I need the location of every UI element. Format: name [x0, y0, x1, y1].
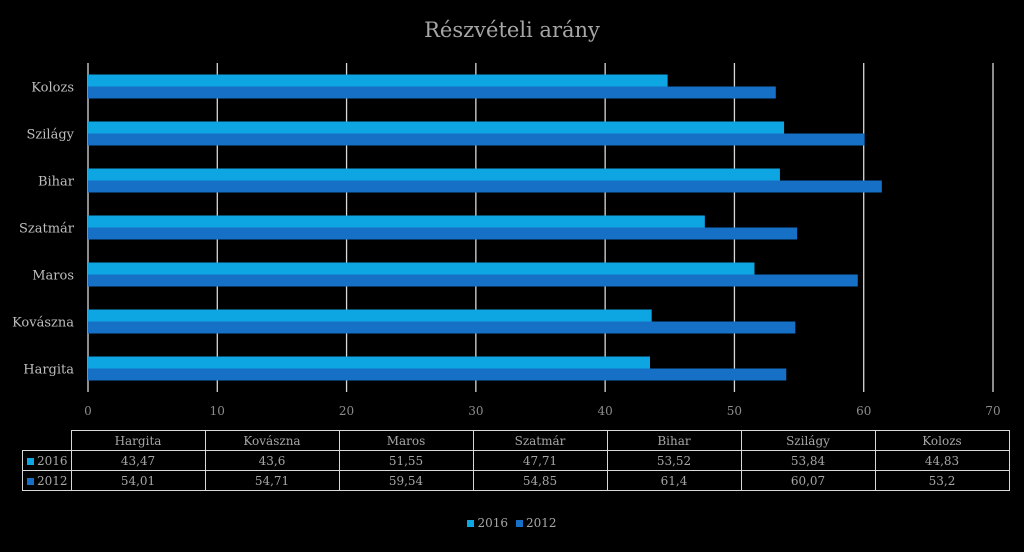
legend-swatch [467, 520, 475, 527]
table-cell: 54,71 [204, 470, 340, 491]
table-cell: 43,47 [70, 450, 206, 471]
table-series-key: 2016 [22, 450, 72, 471]
bar-2016-Maros [88, 262, 755, 275]
x-tick-label: 60 [856, 404, 871, 418]
bar-2012-Szilágy [88, 133, 865, 146]
bar-2016-Szilágy [88, 121, 785, 134]
bar-2016-Szatmár [88, 215, 705, 228]
table-row: 2016 43,47 43,6 51,55 47,71 53,52 53,84 44,83 [22, 450, 1010, 471]
table-cell: 43,6 [204, 450, 340, 471]
bar-2012-Kovászna [88, 321, 796, 334]
legend-swatch [516, 520, 523, 527]
bar-2016-Hargita [88, 356, 651, 369]
bar-chart: 0 10 20 30 40 50 60 70 Hargita Kovászna Maros Szatm… [12, 63, 1001, 419]
table-cell: 59,54 [338, 470, 474, 491]
table-header-cell: Maros [338, 430, 474, 451]
bar-2016-Kolozs [88, 74, 668, 87]
legend-item: 2012 [516, 516, 557, 530]
table-cell: 54,85 [472, 470, 608, 491]
bars [88, 74, 882, 381]
table-cell: 51,55 [338, 450, 474, 471]
table-series-key: 2012 [22, 470, 72, 491]
table-cell: 61,4 [606, 470, 742, 491]
axis-labels: 0 10 20 30 40 50 60 70 Hargita Kovászna Maros Szatm… [12, 81, 1001, 419]
y-category-label: Szatmár [19, 222, 75, 237]
bar-2012-Bihar [88, 180, 882, 193]
y-category-label: Hargita [23, 363, 74, 378]
table-header-cell: Kolozs [874, 430, 1010, 451]
bar-2012-Kolozs [88, 86, 776, 99]
x-tick-label: 30 [468, 404, 483, 418]
x-tick-label: 0 [84, 404, 92, 418]
y-category-label: Bihar [38, 175, 75, 190]
table-row: 2012 54,01 54,71 59,54 54,85 61,4 60,07 53,2 [22, 470, 1010, 491]
series-swatch [27, 457, 34, 465]
chart-title: Részvételi arány [424, 18, 600, 42]
legend-item: 2016 [467, 516, 508, 530]
table-cell: 53,2 [874, 470, 1010, 491]
y-category-label: Kolozs [31, 81, 74, 96]
table-header-cell: Hargita [70, 430, 206, 451]
table-cell: 44,83 [874, 450, 1010, 471]
x-tick-label: 10 [210, 404, 225, 418]
bar-2016-Kovászna [88, 309, 652, 322]
table-header-cell: Szatmár [472, 430, 608, 451]
bar-2012-Szatmár [88, 227, 798, 240]
y-category-label: Szilágy [27, 128, 75, 143]
table-cell: 53,52 [606, 450, 742, 471]
y-category-label: Maros [32, 269, 74, 284]
legend: 2016 2012 [0, 516, 1024, 530]
x-tick-label: 70 [985, 404, 1000, 418]
data-table: Hargita Kovászna Maros Szatmár Bihar Szilágy K… [22, 430, 1010, 491]
bar-2012-Hargita [88, 368, 787, 381]
table-header-cell: Szilágy [740, 430, 876, 451]
series-swatch [27, 477, 34, 485]
table-header-cell: Bihar [606, 430, 742, 451]
bar-2012-Maros [88, 274, 858, 287]
table-header-cell: Kovászna [204, 430, 340, 451]
table-cell: 54,01 [70, 470, 206, 491]
table-corner [23, 431, 72, 451]
bar-2016-Bihar [88, 168, 780, 181]
table-cell: 47,71 [472, 450, 608, 471]
table-cell: 60,07 [740, 470, 876, 491]
x-tick-label: 50 [727, 404, 742, 418]
x-tick-label: 40 [598, 404, 613, 418]
y-category-label: Kovászna [12, 316, 74, 331]
table-cell: 53,84 [740, 450, 876, 471]
x-tick-label: 20 [339, 404, 354, 418]
